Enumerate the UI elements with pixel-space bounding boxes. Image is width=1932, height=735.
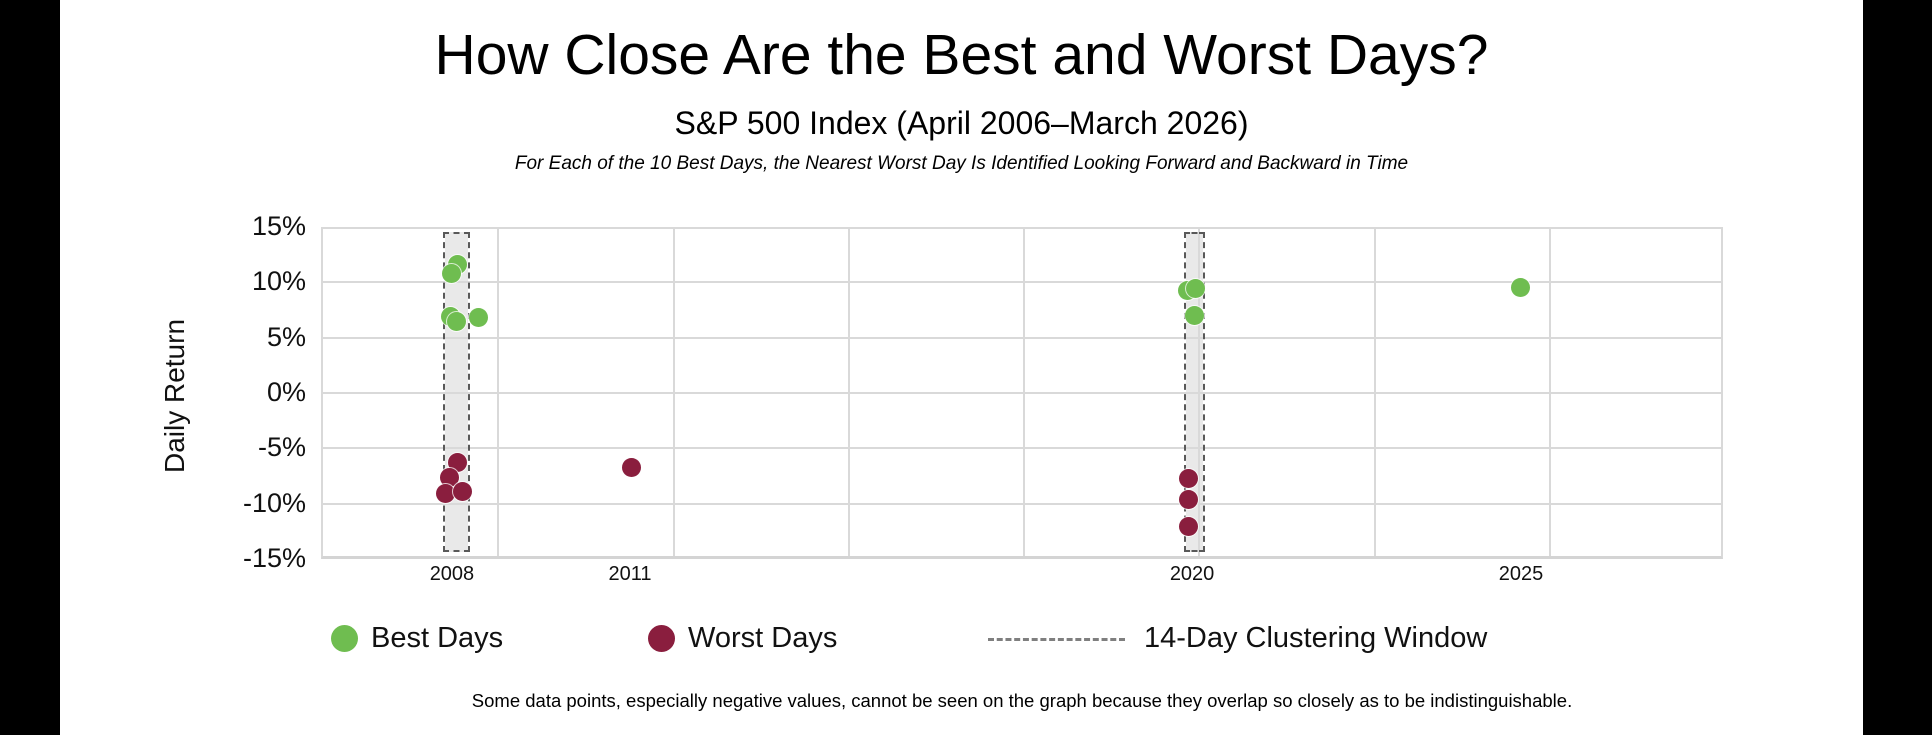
y-tick--10%: -10% xyxy=(242,487,306,518)
best-day-point-2008 xyxy=(442,263,462,283)
gridline-h-5% xyxy=(323,336,1721,339)
chart-method-note: For Each of the 10 Best Days, the Neares… xyxy=(514,153,1409,174)
y-tick--5%: -5% xyxy=(257,432,306,463)
legend-item-worst-days: Worst Days xyxy=(648,622,837,655)
worst-day-point-2008 xyxy=(439,467,459,487)
best-day-point-2008 xyxy=(447,311,467,331)
gridline-h-0% xyxy=(323,392,1721,394)
gridline-v-5 xyxy=(1373,229,1376,556)
x-tick-2025: 2025 xyxy=(1498,563,1544,585)
chart-title: How Close Are the Best and Worst Days? xyxy=(434,23,1489,87)
y-tick-0%: 0% xyxy=(266,377,306,407)
best-day-point-2020 xyxy=(1184,306,1204,326)
chart-canvas: How Close Are the Best and Worst Days? S… xyxy=(60,0,1863,735)
worst-day-point-2020 xyxy=(1179,517,1199,537)
best-day-point-2020 xyxy=(1185,279,1205,299)
worst-day-point-2008 xyxy=(436,484,456,504)
gridline-v-0 xyxy=(497,229,500,556)
clustering-window-dash-icon xyxy=(988,638,1125,641)
gridline-h--10% xyxy=(323,502,1721,505)
worst-days-dot-icon xyxy=(648,625,675,652)
chart-subtitle: S&P 500 Index (April 2006–March 2026) xyxy=(674,105,1249,141)
x-tick-2011: 2011 xyxy=(608,563,652,585)
gridline-v-1 xyxy=(672,229,675,556)
y-tick-10%: 10% xyxy=(251,266,306,297)
gridline-v-3 xyxy=(1023,229,1025,556)
x-tick-2008: 2008 xyxy=(429,563,475,585)
y-tick-5%: 5% xyxy=(266,321,306,352)
plot-area xyxy=(321,227,1723,559)
legend-label-clustering-window: 14-Day Clustering Window xyxy=(1144,622,1488,654)
best-days-dot-icon xyxy=(331,625,358,652)
clustering-window-2008 xyxy=(442,232,470,552)
worst-day-point-2008 xyxy=(452,481,472,501)
chart-footnote: Some data points, especially negative va… xyxy=(471,690,1573,711)
gridline-v-2 xyxy=(847,229,850,556)
worst-day-point-2020 xyxy=(1179,489,1199,509)
y-tick--15%: -15% xyxy=(242,543,306,573)
worst-day-point-2011 xyxy=(622,457,642,477)
legend-item-best-days: Best Days xyxy=(331,622,503,655)
worst-day-point-2008 xyxy=(448,453,468,473)
y-tick-15%: 15% xyxy=(251,211,306,241)
best-day-point-2008 xyxy=(468,308,488,328)
legend-label-worst-days: Worst Days xyxy=(688,622,838,654)
best-day-point-2025 xyxy=(1511,278,1531,298)
clustering-window-2020 xyxy=(1183,232,1205,552)
x-tick-2020: 2020 xyxy=(1169,563,1215,585)
gridline-v-4 xyxy=(1198,229,1201,556)
legend-label-best-days: Best Days xyxy=(371,622,504,654)
worst-day-point-2020 xyxy=(1179,468,1199,488)
gridline-v-6 xyxy=(1548,229,1551,556)
gridline-h--5% xyxy=(323,447,1721,450)
gridline-h-10% xyxy=(323,281,1721,284)
